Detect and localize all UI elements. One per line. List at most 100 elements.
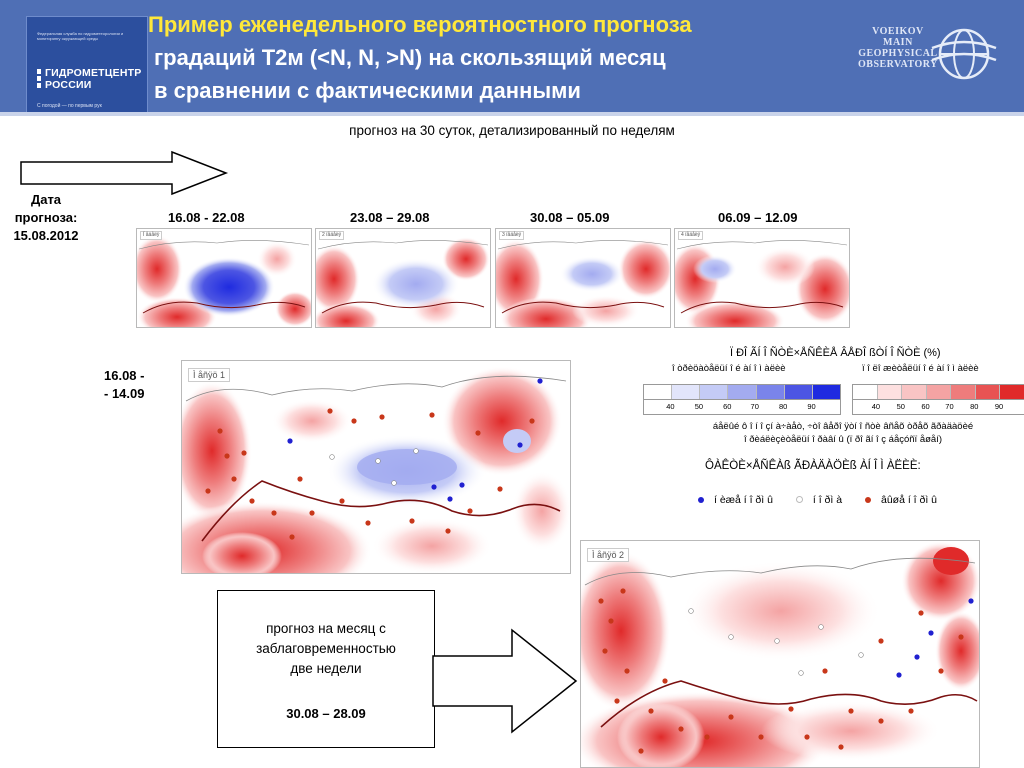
logo-small-text: Федеральная служба по гидрометеорологии … — [37, 31, 124, 41]
warm-swatch-1 — [853, 385, 878, 399]
warm-tick: 60 — [921, 402, 930, 411]
legend-note: áåëûé ô î í î çí à÷àåò, ÷òî âåðî ÿòí î ñ… — [673, 420, 1013, 446]
month-1-map-tag: Ì åñÿö 1 — [188, 368, 231, 382]
week-4-map-image — [675, 240, 849, 327]
month-1-range-line2: - 14.09 — [104, 386, 145, 401]
week-1-map: Ï åäåëÿ — [136, 228, 312, 328]
box-date: 30.08 – 28.09 — [286, 706, 366, 721]
dots-legend-normal: í î ðì à — [795, 494, 843, 506]
logo-name: ГИДРОМЕТЦЕНТР РОССИИ — [45, 67, 141, 91]
dots-legend-above: âûøå í î ðì û — [864, 494, 938, 506]
box-text-line2: заблаговременностью — [256, 641, 396, 656]
forecast-date-line2: прогноза: — [14, 210, 78, 225]
week-label-3: 30.08 – 05.09 — [530, 210, 610, 225]
cold-swatch-6 — [784, 385, 813, 399]
legend-below-label: î òðèöàòåëüí î é àí î ì àëèè — [672, 363, 786, 374]
forecast-date-label: Дата прогноза: 15.08.2012 — [6, 191, 86, 245]
cold-tick: 60 — [723, 402, 732, 411]
box-text-line3: две недели — [290, 661, 362, 676]
title-line1: Пример еженедельного вероятностного прог… — [148, 12, 692, 37]
warm-ticks-frame — [852, 398, 1024, 415]
legend-note-line1: áåëûé ô î í î çí à÷àåò, ÷òî âåðî ÿòí î ñ… — [712, 421, 974, 432]
observatory-line1: VOEIKOV — [872, 26, 924, 37]
box-text: прогноз на месяц с заблаговременностью д… — [218, 619, 434, 679]
month-2-map-tag: Ì åñÿö 2 — [587, 548, 630, 562]
warm-tick: 70 — [945, 402, 954, 411]
warm-tick: 80 — [970, 402, 979, 411]
week-4-map-tag: 4 íåäåëÿ — [678, 231, 704, 240]
cold-swatch-3 — [700, 385, 729, 399]
warm-swatch-6 — [975, 385, 1001, 399]
globe-logo-icon — [931, 28, 997, 80]
subtitle: прогноз на 30 суток, детализированный по… — [349, 123, 675, 138]
cold-swatch-7 — [812, 385, 840, 399]
week-3-map: 3 íåäåëÿ — [495, 228, 671, 328]
title-line3: в сравнении с фактическими данными — [154, 78, 581, 103]
warm-tick: 90 — [994, 402, 1004, 411]
week-1-map-tag: Ï åäåëÿ — [140, 231, 163, 240]
month-1-map-image — [182, 366, 570, 573]
warm-tick: 40 — [871, 402, 881, 411]
cold-tick: 40 — [666, 402, 675, 411]
dots-legend-below-label: í èæå í î ðì û — [714, 494, 773, 506]
week-3-map-image — [496, 239, 670, 327]
week-4-map: 4 íåäåëÿ — [674, 228, 850, 328]
legend-title: Ï ÐÎ ÃÍ Î ÑÒÈ×ÅÑÊÈÅ ÂÅÐÎ ßÒÍ Î ÑÒÈ (%) — [730, 347, 941, 359]
cold-color-bar — [643, 384, 841, 400]
week-2-map-image — [316, 237, 490, 327]
warm-swatch-7 — [1000, 385, 1024, 399]
header-divider — [0, 112, 1024, 116]
cold-tick: 80 — [778, 402, 788, 411]
month-1-date-range: 16.08 - - 14.09 — [104, 367, 164, 403]
red-dot-icon — [864, 496, 871, 503]
week-3-map-tag: 3 íåäåëÿ — [499, 231, 525, 240]
cold-tick: 90 — [807, 402, 816, 411]
warm-color-bar — [852, 384, 1024, 400]
cold-swatch-5 — [756, 385, 785, 399]
legend-note-line2: î ðèáëèçèòåëüí î ðàâí û (ï ðî ãí î ç áåç… — [743, 434, 943, 445]
legend-above-label: ï î ëî æèòåëüí î é àí î ì àëèè — [862, 363, 979, 374]
blue-dot-icon — [698, 496, 704, 503]
logo-name-line2: РОССИИ — [45, 79, 92, 91]
dots-legend: í èæå í î ðì û í î ðì à âûøå í î ðì û — [698, 494, 957, 506]
cold-tick: 50 — [694, 402, 704, 411]
week-label-1: 16.08 - 22.08 — [168, 210, 245, 225]
warm-swatch-3 — [902, 385, 927, 399]
week-2-map-tag: 2 íåäåëÿ — [319, 231, 345, 240]
warm-swatch-5 — [951, 385, 976, 399]
arrow-right-large-icon — [432, 628, 578, 734]
logo-motto: С погодой — по первым рук — [37, 103, 102, 109]
month-2-map-image — [581, 541, 979, 767]
cold-ticks-frame — [643, 398, 841, 415]
arrow-right-icon — [20, 150, 229, 196]
hydrometcentre-logo: Федеральная служба по гидрометеорологии … — [26, 16, 148, 116]
observatory-line3: GEOPHYSICAL — [858, 48, 938, 59]
logo-stripes-icon — [37, 69, 41, 89]
warm-swatch-2 — [877, 385, 903, 399]
dots-legend-above-label: âûøå í î ðì û — [880, 494, 938, 506]
cold-swatch-1 — [644, 385, 673, 399]
week-1-map-image — [137, 235, 311, 327]
warm-tick: 50 — [896, 402, 905, 411]
month-1-map: Ì åñÿö 1 — [181, 360, 571, 574]
dots-legend-below: í èæå í î ðì û — [698, 494, 773, 506]
month-2-map: Ì åñÿö 2 — [580, 540, 980, 768]
week-label-2: 23.08 – 29.08 — [350, 210, 430, 225]
week-2-map: 2 íåäåëÿ — [315, 228, 491, 328]
factual-title: ÔÀÊÒÈ×ÅÑÊÀß ÃÐÀÄÀÖÈß ÀÍ Î Ì ÀËÈÈ: — [705, 460, 921, 472]
header-banner: Федеральная служба по гидрометеорологии … — [0, 0, 1024, 116]
cold-swatch-4 — [728, 385, 757, 399]
observatory-line2: MAIN — [883, 37, 913, 48]
box-text-line1: прогноз на месяц с — [266, 621, 386, 636]
observatory-name: VOEIKOV MAIN GEOPHYSICAL OBSERVATORY — [858, 26, 938, 70]
week-label-4: 06.09 – 12.09 — [718, 210, 798, 225]
white-dot-icon — [795, 496, 803, 504]
observatory-line4: OBSERVATORY — [858, 59, 938, 70]
forecast-date-value: 15.08.2012 — [13, 228, 79, 243]
title-line2: градаций Т2м (<N, N, >N) на скользящий м… — [154, 45, 666, 70]
cold-tick: 70 — [750, 402, 759, 411]
month-forecast-note-box: прогноз на месяц с заблаговременностью д… — [217, 590, 435, 748]
warm-swatch-4 — [926, 385, 952, 399]
forecast-date-line1: Дата — [30, 192, 62, 207]
dots-legend-normal-label: í î ðì à — [812, 494, 843, 506]
